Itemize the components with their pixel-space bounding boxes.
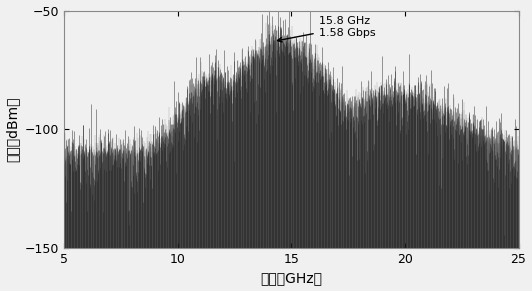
Y-axis label: 功率（dBm）: 功率（dBm） (5, 97, 20, 162)
X-axis label: 频率（GHz）: 频率（GHz） (261, 272, 322, 285)
Text: 15.8 GHz
1.58 Gbps: 15.8 GHz 1.58 Gbps (278, 16, 375, 42)
